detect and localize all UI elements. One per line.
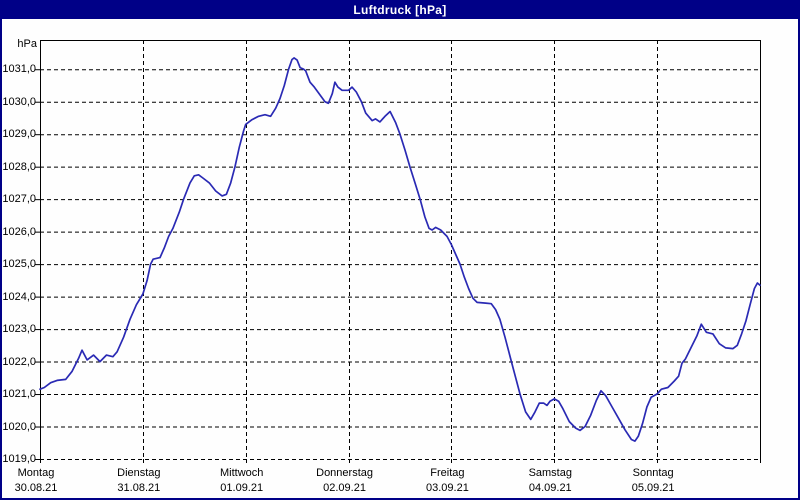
- y-tick-label: 1021,0: [2, 388, 36, 401]
- y-tick-label: 1022,0: [2, 355, 36, 368]
- y-tick-label: 1020,0: [2, 420, 36, 433]
- day-name-label: Mittwoch: [220, 467, 264, 479]
- window-title: Luftdruck [hPa]: [353, 2, 447, 17]
- y-tick-label: 1019,0: [2, 453, 36, 465]
- y-tick-label: 1026,0: [2, 225, 36, 238]
- day-date-label: 04.09.21: [528, 482, 572, 494]
- pressure-line: [39, 57, 761, 442]
- y-tick-label: 1028,0: [2, 160, 36, 173]
- title-bar: Luftdruck [hPa]: [0, 0, 800, 19]
- day-date-label: 05.09.21: [631, 482, 675, 494]
- day-date-label: 31.08.21: [117, 482, 161, 494]
- y-tick-label: 1029,0: [2, 128, 36, 141]
- day-date-label: 30.08.21: [14, 482, 58, 494]
- plot-frame: [40, 40, 761, 459]
- day-name-label: Donnerstag: [316, 467, 373, 479]
- y-tick-label: 1030,0: [2, 95, 36, 108]
- day-name-label: Montag: [17, 467, 55, 479]
- y-tick-label: 1023,0: [2, 323, 36, 336]
- day-name-label: Freitag: [430, 467, 465, 479]
- y-tick-label: 1031,0: [2, 63, 36, 76]
- y-tick-label: 1024,0: [2, 290, 36, 303]
- y-tick-label: 1027,0: [2, 193, 36, 206]
- y-tick-label: 1025,0: [2, 258, 36, 271]
- day-name-label: Sonntag: [632, 467, 674, 479]
- day-name-label: Dienstag: [117, 467, 161, 479]
- day-date-label: 03.09.21: [426, 482, 469, 494]
- day-date-label: 02.09.21: [323, 482, 366, 494]
- day-name-label: Samstag: [528, 467, 572, 479]
- y-axis-unit-label: hPa: [17, 38, 37, 50]
- day-date-label: 01.09.21: [220, 482, 264, 494]
